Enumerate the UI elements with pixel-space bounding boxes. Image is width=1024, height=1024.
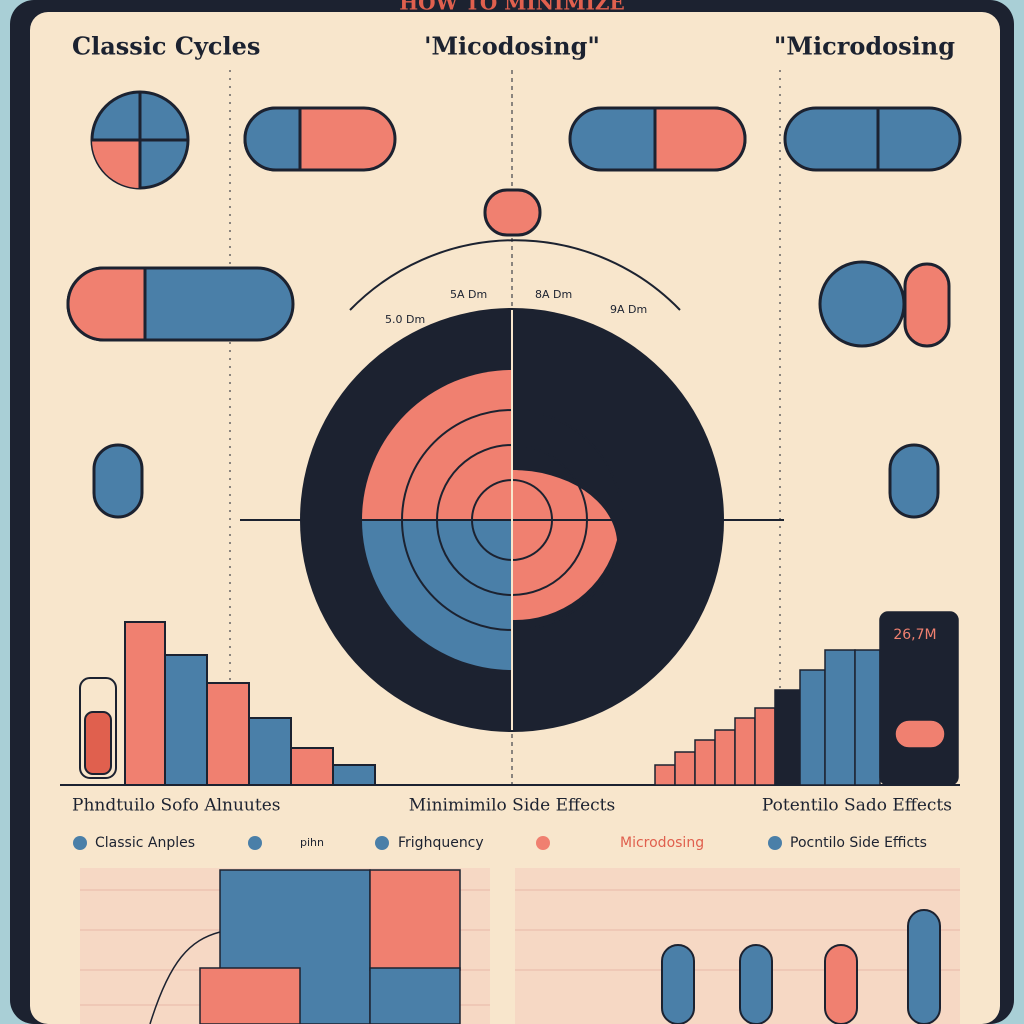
section-label: Phndtuilo Sofo Alnuutes [72, 796, 281, 816]
pills [66, 90, 962, 519]
legend-label: pihn [300, 836, 324, 849]
legend [73, 836, 782, 850]
badge: 26,7M [893, 627, 936, 643]
column-title: Classic Cycles [72, 32, 260, 61]
title: HOW TO MINIMIZE [399, 0, 624, 15]
dose-label: 5A Dm [450, 288, 487, 301]
dose-label: 9A Dm [610, 303, 647, 316]
legend-label: Pocntilo Side Efficts [790, 835, 927, 851]
legend-label: Frighquency [398, 835, 484, 851]
bottom-grid [80, 868, 960, 1024]
dose-label: 8A Dm [535, 288, 572, 301]
dose-label: 5.0 Dm [385, 313, 425, 326]
column-title: "Microdosing [774, 32, 955, 61]
column-title: 'Micodosing" [424, 32, 600, 61]
legend-label: Microdosing [620, 835, 704, 851]
center-disc [240, 239, 784, 732]
bar-chart-left [79, 621, 376, 786]
legend-label: Classic Anples [95, 835, 195, 851]
section-label: Minimimilo Side Effects [409, 796, 615, 816]
bar-chart-right [654, 611, 959, 786]
section-label: Potentilo Sado Effects [762, 796, 952, 816]
